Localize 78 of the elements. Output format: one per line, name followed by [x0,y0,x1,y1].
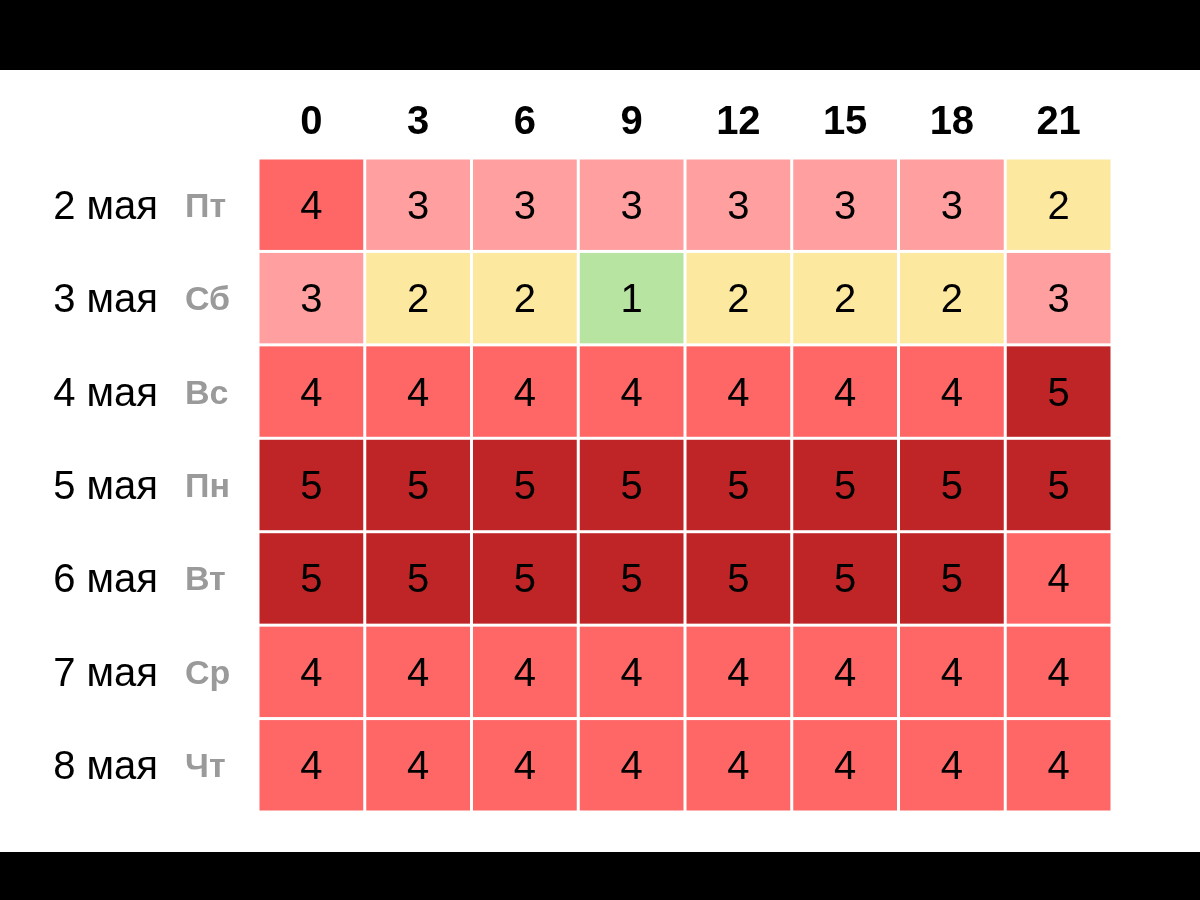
data-label: 5 [834,556,857,601]
data-label: 4 [620,369,643,414]
data-label: 1 [620,276,643,321]
x-tick-label: 18 [929,98,975,142]
data-label: 4 [940,743,963,788]
data-label: 4 [940,369,963,414]
data-label: 5 [1047,369,1070,414]
data-label: 4 [513,743,536,788]
y2-tick-label: Вс [185,372,229,411]
data-label: 3 [407,182,430,227]
data-label: 4 [620,743,643,788]
data-label: 4 [407,369,430,414]
data-label: 2 [513,276,536,321]
y2-tick-label: Пн [185,466,230,504]
data-label: 4 [513,369,536,414]
data-label: 4 [407,649,430,694]
data-label: 4 [727,369,750,414]
y2-tick-label: Ср [185,652,231,691]
x-tick-label: 21 [1036,98,1081,142]
data-label: 4 [834,369,857,414]
data-label: 4 [940,649,963,694]
data-label: 3 [300,276,323,321]
x-tick-label: 0 [300,98,323,142]
data-label: 4 [1047,556,1070,601]
data-label: 2 [940,276,963,321]
data-label: 5 [940,556,963,601]
y-tick-label: 7 мая [53,649,158,694]
x-tick-label: 15 [822,98,868,142]
data-label: 5 [620,463,643,507]
data-label: 3 [620,182,643,227]
data-label: 5 [513,463,536,507]
y2-tick-label: Чт [185,746,226,785]
data-label: 5 [407,556,430,601]
data-label: 4 [513,649,536,694]
data-label: 2 [1047,182,1070,227]
y-tick-label: 4 мая [53,369,158,414]
data-label: 5 [407,463,430,507]
data-label: 5 [620,556,643,601]
data-label: 4 [407,743,430,788]
data-label: 5 [300,463,323,507]
data-label: 5 [300,556,323,601]
data-label: 4 [1047,649,1070,694]
y2-tick-label: Сб [185,279,231,318]
data-label: 4 [300,369,323,414]
y-tick-label: 3 мая [53,276,158,321]
data-label: 2 [834,276,857,321]
data-label: 3 [940,182,963,227]
data-label: 5 [727,463,750,507]
data-label: 2 [727,276,750,321]
data-label: 5 [513,556,536,601]
data-label: 5 [1047,463,1070,507]
y-tick-label: 8 мая [53,743,158,788]
y-tick-label: 2 мая [53,182,158,227]
data-label: 3 [513,182,536,227]
y2-tick-label: Вт [185,559,226,598]
y2-tick-label: Пт [185,185,227,224]
y-tick-label: 6 мая [53,556,158,601]
data-label: 4 [300,649,323,694]
x-tick-label: 6 [513,98,536,142]
data-label: 3 [1047,276,1070,321]
data-label: 2 [407,276,430,321]
data-label: 5 [940,463,963,507]
data-label: 4 [727,649,750,694]
data-label: 3 [834,182,857,227]
data-label: 4 [620,649,643,694]
data-label: 4 [1047,743,1070,788]
data-label: 4 [834,649,857,694]
x-tick-label: 3 [407,98,430,142]
data-label: 4 [727,743,750,788]
data-label: 4 [300,743,323,788]
y-tick-label: 5 мая [53,463,158,507]
data-label: 4 [834,743,857,788]
data-label: 3 [727,182,750,227]
x-tick-label: 12 [716,98,761,142]
x-tick-label: 9 [620,98,643,142]
data-label: 4 [300,182,323,227]
data-label: 5 [834,463,857,507]
data-label: 5 [727,556,750,601]
